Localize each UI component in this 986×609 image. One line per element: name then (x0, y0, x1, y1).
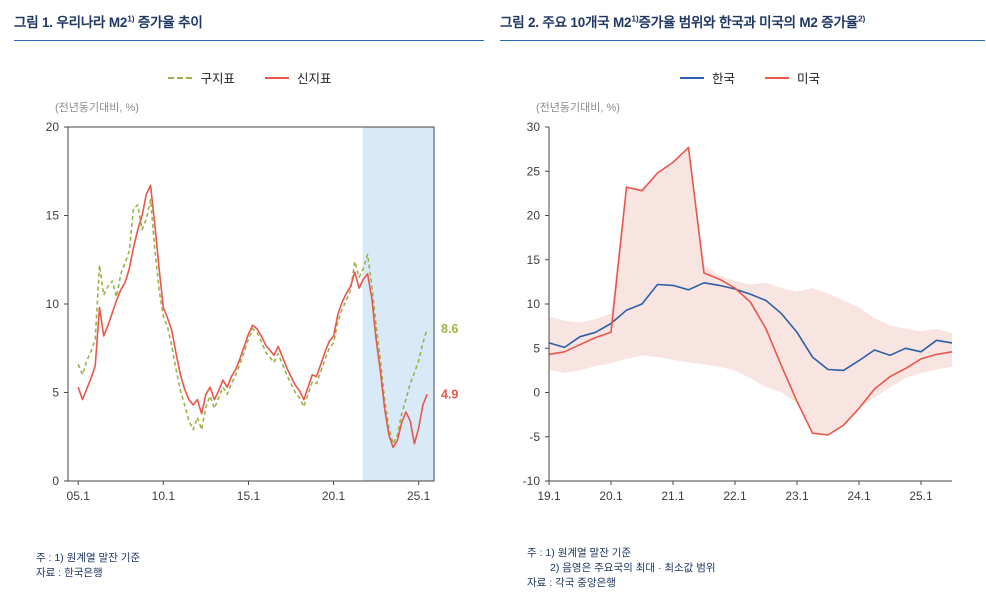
figure2-legend: 한국 미국 (530, 68, 970, 87)
y-tick-label: 15 (527, 253, 541, 267)
figure-note-line: 자료 : 각국 중앙은행 (527, 577, 616, 589)
y-tick-label: 10 (527, 297, 541, 311)
solid-line-sample-icon (679, 76, 704, 79)
figure2-title: 그림 2. 주요 10개국 M21)증가율 범위와 한국과 미국의 M2 증가율… (500, 11, 985, 41)
legend-label: 신지표 (297, 72, 332, 86)
figure2-title-superscript: 1) (631, 13, 639, 24)
figure-note-line: 2) 음영은 주요국의 최대 · 최소값 범위 (550, 562, 716, 574)
legend-item-한국: 한국 (679, 68, 735, 87)
x-tick-label: 05.1 (67, 489, 91, 503)
x-tick-label: 22.1 (723, 489, 747, 503)
figure1-title-prefix: 그림 1. 우리나라 M2 (14, 15, 128, 30)
y-tick-label: 0 (52, 474, 59, 488)
y-tick-label: 0 (533, 386, 540, 400)
figure1-unit-label: (전년동기대비, %) (55, 102, 139, 114)
figure1-legend: 구지표 신지표 (40, 68, 460, 87)
figure1-title-suffix: 증가율 추이 (134, 15, 203, 30)
x-tick-label: 10.1 (152, 489, 176, 503)
legend-item-미국: 미국 (765, 68, 820, 87)
min-max-band-area (549, 147, 952, 435)
figure-note-line: 자료 : 한국은행 (36, 567, 103, 579)
x-tick-label: 25.1 (909, 489, 933, 503)
x-tick-label: 25.1 (407, 489, 431, 503)
y-tick-label: 5 (533, 341, 540, 355)
y-tick-label: 30 (527, 120, 541, 134)
figure-note-line: 주 : 1) 원계열 말잔 기준 (36, 552, 141, 564)
y-tick-label: 20 (527, 209, 541, 223)
series-line-미국 (548, 146, 953, 436)
legend-label: 한국 (711, 72, 735, 86)
series-line-신지표 (77, 184, 428, 449)
solid-line-sample-icon (265, 76, 289, 79)
x-tick-label: 24.1 (847, 489, 871, 503)
series-end-value-label: 4.9 (441, 387, 458, 401)
x-tick-label: 23.1 (785, 489, 809, 503)
y-tick-label: -5 (529, 430, 540, 444)
series-end-value-label: 8.6 (441, 322, 458, 336)
y-tick-label: 25 (527, 164, 541, 178)
series-line-한국 (548, 281, 953, 372)
dashed-line-sample-icon (168, 76, 193, 79)
legend-label: 미국 (797, 72, 821, 86)
figure2-title-prefix: 그림 2. 주요 10개국 M2 (500, 15, 632, 30)
figure2-unit-label: (전년동기대비, %) (536, 102, 620, 114)
x-tick-label: 21.1 (661, 489, 685, 503)
y-tick-label: 20 (46, 120, 60, 134)
legend-item-구지표: 구지표 (168, 68, 235, 87)
figure2-title-superscript2: 2) (857, 13, 866, 24)
x-tick-label: 19.1 (537, 489, 561, 503)
y-tick-label: -10 (523, 474, 541, 488)
x-tick-label: 20.1 (322, 489, 346, 503)
y-tick-label: 10 (46, 297, 60, 311)
y-tick-label: 15 (46, 209, 60, 223)
figure-note-line: 주 : 1) 원계열 말잔 기준 (527, 547, 632, 559)
figure1-title: 그림 1. 우리나라 M21) 증가율 추이 (14, 11, 484, 41)
legend-item-신지표: 신지표 (265, 68, 332, 87)
x-tick-label: 20.1 (599, 489, 623, 503)
x-tick-label: 15.1 (237, 489, 261, 503)
legend-label: 구지표 (200, 72, 235, 86)
series-line-구지표 (77, 198, 428, 445)
solid-line-sample-icon (765, 76, 789, 79)
y-tick-label: 5 (52, 386, 59, 400)
highlight-span (362, 127, 434, 481)
figure2-title-suffix: 증가율 범위와 한국과 미국의 M2 증가율 (638, 15, 859, 30)
figure1-title-superscript: 1) (127, 13, 135, 24)
